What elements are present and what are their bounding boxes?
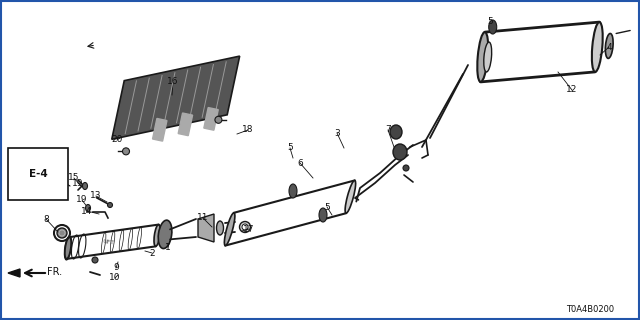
Text: 20: 20: [111, 135, 123, 145]
Ellipse shape: [319, 208, 327, 222]
Text: FR.: FR.: [47, 267, 62, 277]
Bar: [178, 113, 193, 136]
Text: 18: 18: [243, 125, 253, 134]
Polygon shape: [8, 269, 20, 277]
Text: 5: 5: [324, 203, 330, 212]
Text: 12: 12: [566, 85, 578, 94]
Text: 7: 7: [385, 125, 391, 134]
Text: 4: 4: [606, 43, 612, 52]
Text: UFT: UFT: [102, 239, 115, 246]
Text: T0A4B0200: T0A4B0200: [566, 305, 614, 314]
Text: 13: 13: [90, 191, 102, 201]
Ellipse shape: [215, 116, 222, 123]
Ellipse shape: [83, 182, 88, 189]
Ellipse shape: [484, 42, 492, 72]
Text: 5: 5: [487, 17, 493, 26]
Ellipse shape: [403, 165, 409, 171]
Text: 9: 9: [113, 263, 119, 273]
Ellipse shape: [605, 34, 613, 58]
Ellipse shape: [86, 204, 90, 212]
Polygon shape: [112, 56, 239, 139]
Ellipse shape: [92, 257, 98, 263]
Ellipse shape: [390, 125, 402, 139]
Ellipse shape: [57, 228, 67, 238]
Ellipse shape: [489, 20, 497, 34]
Text: 1: 1: [165, 243, 171, 252]
Text: 11: 11: [197, 213, 209, 222]
Text: 15: 15: [68, 173, 80, 182]
Text: 17: 17: [243, 225, 255, 234]
Ellipse shape: [242, 224, 248, 230]
Text: 3: 3: [334, 129, 340, 138]
Text: 8: 8: [43, 214, 49, 223]
Ellipse shape: [225, 213, 235, 246]
Text: 16: 16: [167, 77, 179, 86]
Ellipse shape: [477, 32, 488, 82]
Ellipse shape: [289, 184, 297, 198]
Ellipse shape: [154, 225, 160, 246]
Text: 6: 6: [297, 158, 303, 167]
Text: 10: 10: [109, 274, 121, 283]
Ellipse shape: [122, 148, 129, 155]
Polygon shape: [198, 214, 214, 242]
Ellipse shape: [158, 220, 172, 249]
Ellipse shape: [345, 180, 356, 213]
Ellipse shape: [216, 221, 223, 235]
Ellipse shape: [239, 221, 250, 233]
Ellipse shape: [592, 22, 603, 72]
Ellipse shape: [108, 203, 113, 207]
Ellipse shape: [65, 237, 71, 259]
Text: 5: 5: [287, 143, 293, 153]
Text: 19: 19: [76, 196, 88, 204]
Text: E-4: E-4: [29, 169, 47, 179]
Text: 2: 2: [149, 249, 155, 258]
Text: 19: 19: [72, 179, 84, 188]
Bar: [152, 118, 167, 141]
Bar: [204, 108, 218, 130]
Ellipse shape: [393, 144, 407, 160]
Text: 14: 14: [81, 206, 93, 215]
